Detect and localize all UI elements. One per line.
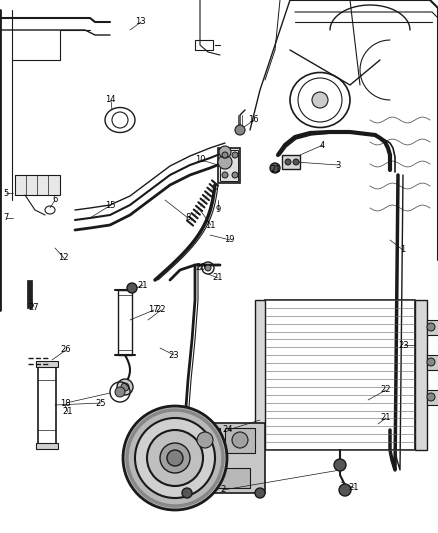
Bar (185, 423, 265, 493)
Circle shape (160, 443, 190, 473)
Circle shape (167, 450, 183, 466)
Circle shape (232, 152, 238, 158)
Bar (27, 280, 32, 308)
Text: 13: 13 (135, 18, 145, 27)
Text: 14: 14 (105, 95, 116, 104)
Text: 21: 21 (137, 280, 148, 289)
Text: 27: 27 (28, 303, 39, 311)
Circle shape (222, 152, 228, 158)
Circle shape (205, 265, 211, 271)
Circle shape (232, 172, 238, 178)
Bar (38, 365, 56, 445)
Circle shape (293, 159, 299, 165)
Circle shape (117, 379, 133, 395)
Bar (265, 300, 415, 450)
Bar (415, 300, 427, 450)
Bar (36, 361, 58, 367)
Bar (118, 290, 132, 355)
Text: 21: 21 (62, 408, 73, 416)
Text: 17: 17 (148, 305, 159, 314)
Bar (282, 155, 300, 169)
Circle shape (182, 488, 192, 498)
Circle shape (235, 125, 245, 135)
Text: 4: 4 (320, 141, 325, 149)
Bar (427, 320, 438, 335)
Circle shape (222, 172, 228, 178)
Text: 19: 19 (224, 236, 234, 245)
Circle shape (135, 418, 215, 498)
Circle shape (197, 432, 213, 448)
Text: 5: 5 (3, 189, 8, 198)
Circle shape (427, 393, 435, 401)
Bar (225, 428, 255, 453)
Text: 9: 9 (215, 206, 220, 214)
Text: 10: 10 (195, 156, 205, 165)
Text: 25: 25 (95, 399, 106, 408)
Text: 12: 12 (58, 254, 68, 262)
Text: 24: 24 (222, 425, 233, 434)
Circle shape (339, 484, 351, 496)
Circle shape (427, 323, 435, 331)
Bar (218, 148, 240, 183)
Text: 21: 21 (348, 483, 358, 492)
Text: 3: 3 (335, 160, 340, 169)
Text: 11: 11 (205, 221, 215, 230)
Text: 16: 16 (248, 116, 258, 125)
Bar (15, 175, 60, 195)
Text: 15: 15 (105, 200, 116, 209)
Text: 21: 21 (380, 414, 391, 423)
Bar (195, 40, 213, 50)
Circle shape (285, 159, 291, 165)
Circle shape (427, 358, 435, 366)
Circle shape (219, 146, 231, 158)
Bar (255, 300, 265, 450)
Circle shape (270, 163, 280, 173)
Circle shape (127, 283, 137, 293)
Bar (427, 355, 438, 370)
Bar (427, 390, 438, 405)
Circle shape (121, 383, 129, 391)
Bar (190, 428, 220, 453)
Text: 22: 22 (155, 305, 166, 314)
Text: 23: 23 (168, 351, 179, 359)
Circle shape (312, 92, 328, 108)
Text: 8: 8 (185, 214, 191, 222)
Circle shape (232, 432, 248, 448)
Text: 22: 22 (380, 385, 391, 394)
Text: 7: 7 (3, 214, 8, 222)
Text: 26: 26 (60, 345, 71, 354)
Text: 2: 2 (220, 486, 225, 495)
Text: 1: 1 (400, 246, 405, 254)
Bar (190, 468, 250, 488)
Text: 6: 6 (52, 196, 57, 205)
Circle shape (255, 488, 265, 498)
Circle shape (147, 430, 203, 486)
Text: 21: 21 (270, 166, 280, 174)
Circle shape (123, 406, 227, 510)
Circle shape (115, 387, 125, 397)
Circle shape (218, 155, 232, 169)
Text: 23: 23 (398, 341, 409, 350)
Text: 18: 18 (60, 399, 71, 408)
Bar (36, 443, 58, 449)
Circle shape (334, 459, 346, 471)
Text: 20: 20 (195, 263, 205, 272)
Text: 21: 21 (212, 273, 223, 282)
Bar (220, 150, 238, 181)
